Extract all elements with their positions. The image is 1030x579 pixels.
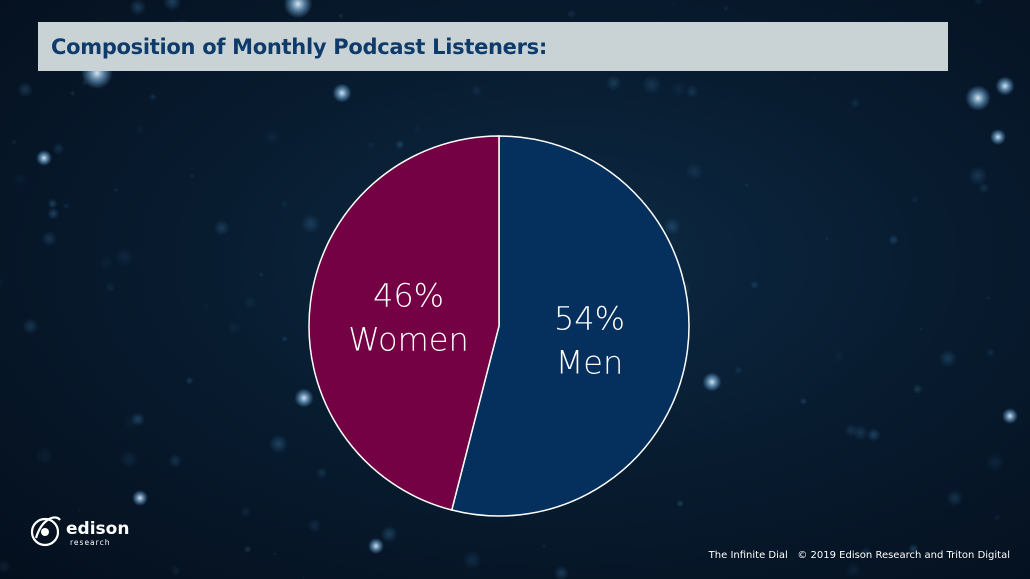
- footer-source: The Infinite Dial: [708, 550, 788, 561]
- pie-slice-men: [450, 135, 690, 517]
- slice-category-label-men: Men: [556, 343, 624, 381]
- footer-credit: The Infinite Dial © 2019 Edison Research…: [709, 550, 1010, 561]
- slice-category-label-women: Women: [348, 321, 468, 359]
- logo-subtext: research: [70, 538, 110, 547]
- slice-value-label-men: 54%: [554, 299, 625, 337]
- slice-value-label-women: 46%: [373, 277, 444, 315]
- pie-slice-women: [308, 135, 500, 511]
- edison-logo: edison research: [30, 516, 129, 547]
- title-bar: Composition of Monthly Podcast Listeners…: [38, 22, 948, 71]
- logo-wordmark: edison: [66, 519, 129, 539]
- pie-chart: 54% Men 46% Women: [308, 135, 690, 517]
- footer-copyright: © 2019 Edison Research and Triton Digita…: [797, 550, 1010, 561]
- page-title: Composition of Monthly Podcast Listeners…: [51, 34, 547, 59]
